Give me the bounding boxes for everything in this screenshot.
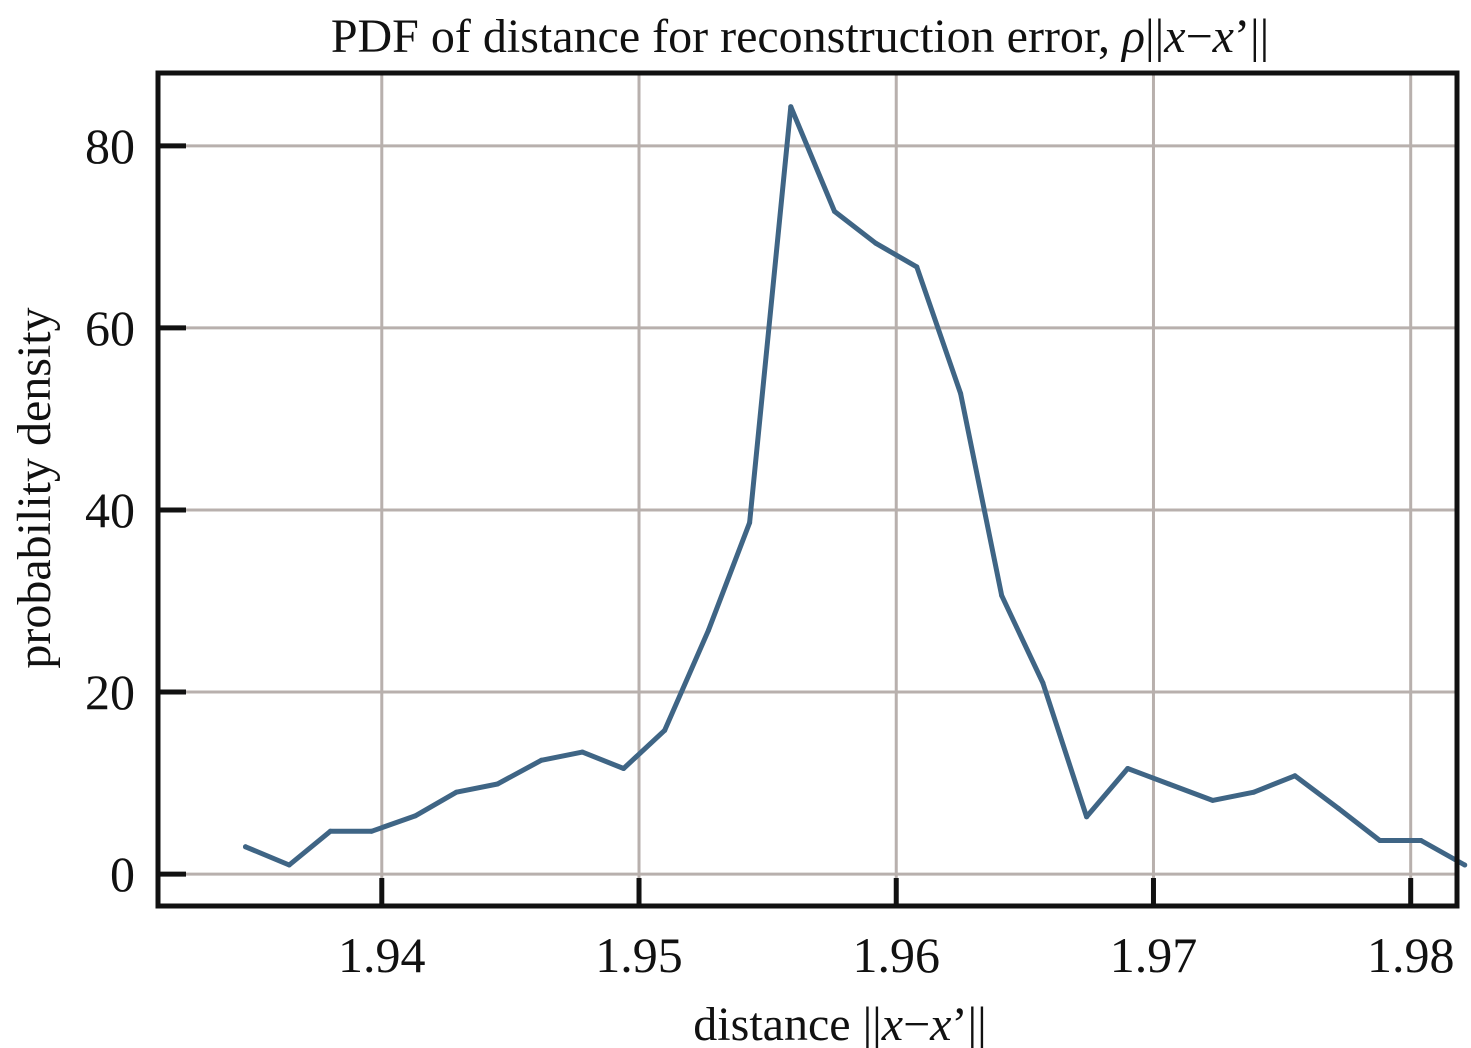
data-point-0-23 bbox=[1210, 797, 1216, 803]
chart-title: PDF of distance for reconstruction error… bbox=[331, 10, 1269, 63]
data-point-0-18 bbox=[999, 593, 1005, 599]
y-tick-label-4: 80 bbox=[85, 118, 135, 174]
x-tick-label-3: 1.97 bbox=[1110, 927, 1198, 983]
data-point-0-15 bbox=[873, 240, 879, 246]
data-point-0-2 bbox=[327, 828, 333, 834]
data-point-0-29 bbox=[1462, 862, 1468, 868]
data-point-0-5 bbox=[453, 789, 459, 795]
data-point-0-3 bbox=[369, 828, 374, 834]
data-point-0-0 bbox=[243, 844, 248, 850]
data-point-0-17 bbox=[958, 391, 964, 396]
chart-title-part-0: PDF of distance for reconstruction error… bbox=[331, 10, 1122, 63]
data-point-0-12 bbox=[747, 520, 753, 526]
chart-title-part-3: x bbox=[1163, 10, 1185, 63]
data-point-0-6 bbox=[495, 781, 500, 787]
data-point-0-20 bbox=[1084, 814, 1090, 820]
data-point-0-19 bbox=[1040, 680, 1046, 686]
x-axis-label: distance ||x−x’|| bbox=[693, 998, 986, 1048]
y-tick-label-1: 20 bbox=[85, 664, 135, 720]
data-point-0-10 bbox=[662, 727, 668, 733]
chart-title-part-6: ’|| bbox=[1234, 10, 1269, 63]
data-point-0-28 bbox=[1418, 838, 1424, 843]
data-point-0-13 bbox=[788, 104, 794, 110]
data-point-0-26 bbox=[1336, 806, 1342, 812]
x-axis-label-part-2: − bbox=[903, 998, 930, 1048]
tick-layer: 1.94 1.95 1.96 1.97 1.98 0 20 40 60 80 bbox=[85, 118, 1454, 983]
data-point-0-22 bbox=[1166, 781, 1172, 787]
data-point-0-11 bbox=[706, 627, 711, 633]
data-point-0-9 bbox=[621, 766, 627, 771]
chart-title-part-5: x bbox=[1212, 10, 1234, 63]
x-tick-label-1: 1.95 bbox=[595, 927, 683, 983]
data-point-0-16 bbox=[914, 264, 920, 270]
data-point-0-24 bbox=[1251, 789, 1257, 795]
data-point-0-25 bbox=[1292, 773, 1298, 779]
chart-title-part-1: ρ bbox=[1120, 10, 1145, 63]
data-point-0-27 bbox=[1377, 838, 1383, 843]
x-tick-label-2: 1.96 bbox=[852, 927, 940, 983]
data-point-0-8 bbox=[579, 749, 585, 755]
data-point-0-1 bbox=[286, 862, 292, 868]
data-point-0-7 bbox=[538, 757, 544, 763]
x-axis-label-part-4: ’|| bbox=[951, 998, 986, 1048]
plot-frame bbox=[155, 70, 1460, 909]
y-tick-label-0: 0 bbox=[110, 846, 135, 902]
chart-title-part-4: − bbox=[1186, 10, 1213, 63]
y-tick-label-2: 40 bbox=[85, 482, 135, 538]
y-tick-label-3: 60 bbox=[85, 300, 135, 356]
x-axis-label-part-0: distance || bbox=[693, 998, 881, 1048]
x-axis-label-part-1: x bbox=[881, 998, 903, 1048]
y-axis-label: probability density bbox=[8, 307, 61, 668]
chart-title-part-2: || bbox=[1145, 10, 1164, 63]
series-layer bbox=[243, 104, 1468, 868]
data-point-0-14 bbox=[832, 208, 837, 214]
x-tick-label-0: 1.94 bbox=[338, 927, 426, 983]
x-tick-label-4: 1.98 bbox=[1367, 927, 1455, 983]
grid bbox=[158, 73, 1457, 906]
data-point-0-4 bbox=[412, 813, 418, 819]
data-point-0-21 bbox=[1125, 766, 1131, 771]
series-line-0 bbox=[243, 104, 1468, 868]
x-axis-label-part-3: x bbox=[929, 998, 951, 1048]
